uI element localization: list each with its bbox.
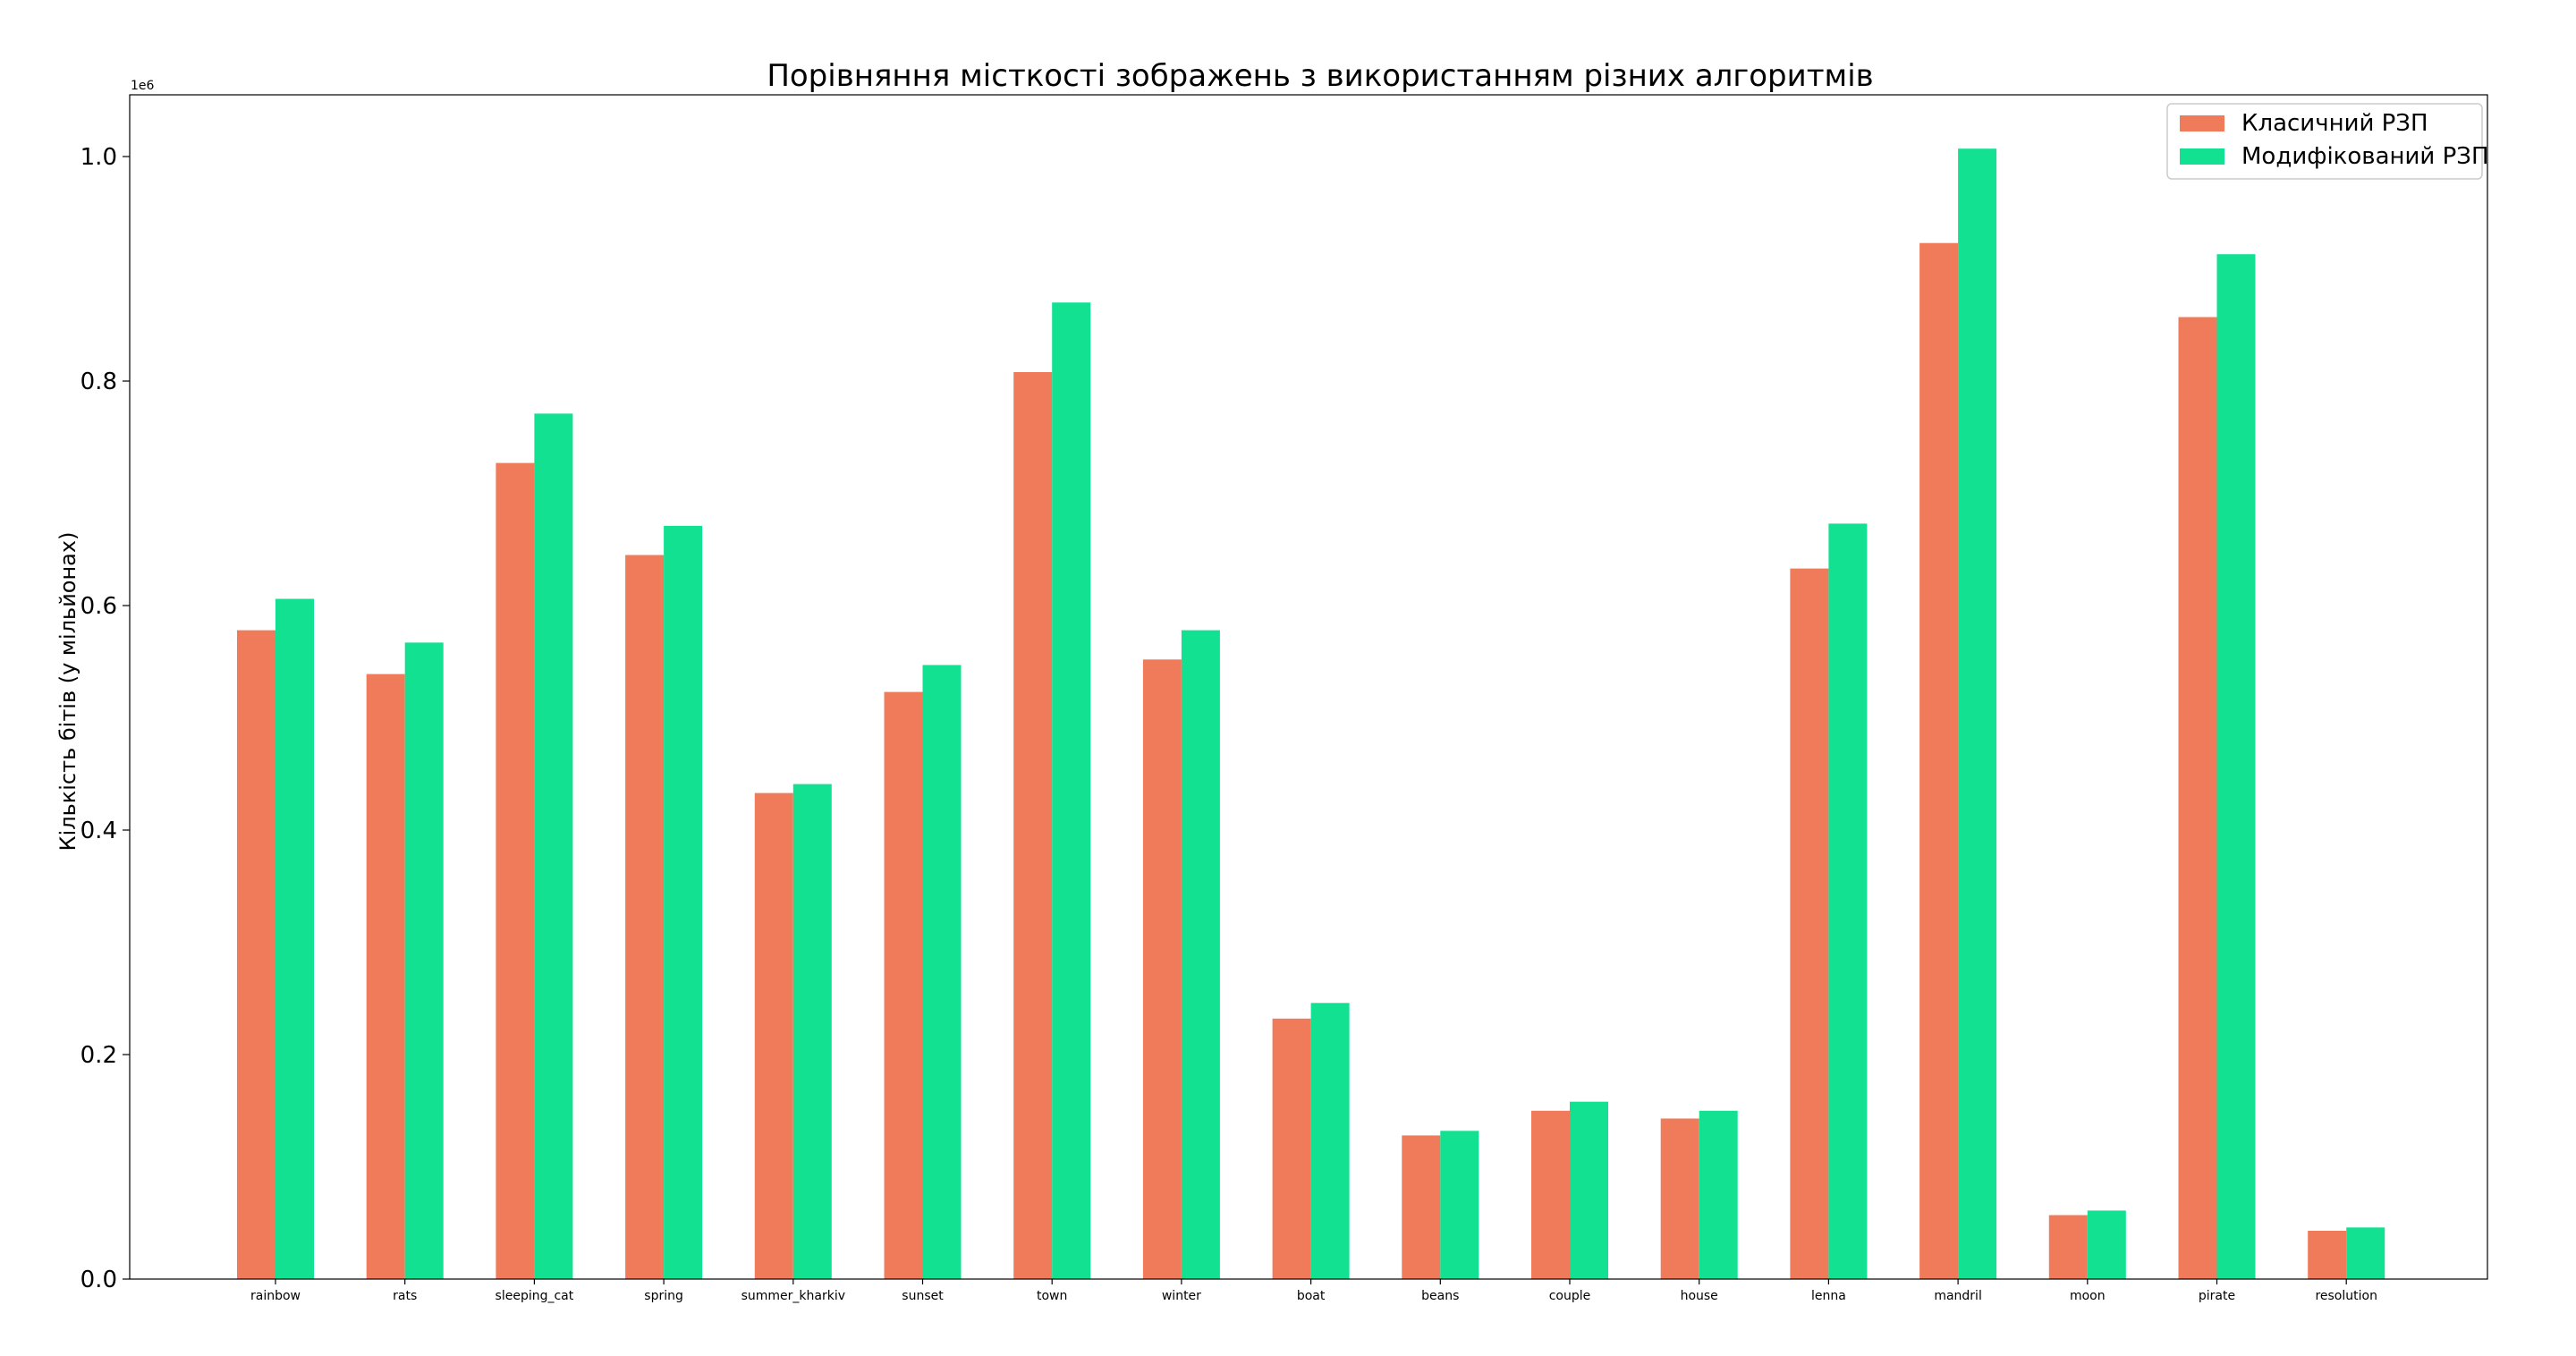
x-tick-label: rainbow bbox=[250, 1289, 301, 1303]
bar-boat-series-1 bbox=[1272, 1018, 1311, 1279]
y-axis-offset-label: 1e6 bbox=[131, 79, 155, 93]
plot-frame bbox=[129, 94, 2488, 1280]
x-tick-label: rats bbox=[393, 1289, 417, 1303]
bar-mandril-series-2 bbox=[1958, 148, 1997, 1280]
bar-sleeping_cat-series-1 bbox=[496, 462, 535, 1279]
x-tick-label: moon bbox=[2070, 1289, 2106, 1303]
bar-rats-series-1 bbox=[366, 674, 405, 1279]
y-tick-label: 0.2 bbox=[80, 1042, 117, 1069]
bar-sunset-series-2 bbox=[922, 665, 962, 1279]
bar-moon-series-2 bbox=[2087, 1210, 2126, 1279]
bar-resolution-series-2 bbox=[2346, 1227, 2385, 1279]
x-tick-label: lenna bbox=[1811, 1289, 1846, 1303]
bar-house-series-2 bbox=[1699, 1110, 1738, 1279]
y-axis-label: Кількість бітів (у мільйонах) bbox=[55, 532, 80, 852]
y-tick-label: 1.0 bbox=[80, 144, 117, 171]
bar-spring-series-1 bbox=[625, 555, 665, 1279]
bar-rainbow-series-2 bbox=[275, 598, 314, 1279]
legend-swatch-series-1 bbox=[2180, 115, 2224, 131]
bars-group bbox=[237, 148, 2385, 1280]
bar-winter-series-2 bbox=[1181, 630, 1220, 1279]
x-tick-label: house bbox=[1681, 1289, 1718, 1303]
bar-summer_kharkiv-series-1 bbox=[754, 792, 793, 1279]
bar-house-series-1 bbox=[1660, 1118, 1699, 1279]
legend-swatch-series-2 bbox=[2180, 148, 2224, 165]
bar-couple-series-2 bbox=[1570, 1101, 1608, 1279]
x-tick-label: summer_kharkiv bbox=[741, 1289, 845, 1303]
bar-lenna-series-2 bbox=[1828, 523, 1868, 1279]
x-tick-label: boat bbox=[1297, 1289, 1326, 1303]
x-tick-label: beans bbox=[1421, 1289, 1459, 1303]
bar-pirate-series-1 bbox=[2178, 317, 2217, 1279]
bar-spring-series-2 bbox=[664, 525, 703, 1279]
bar-beans-series-1 bbox=[1402, 1135, 1441, 1279]
x-tick-label: pirate bbox=[2199, 1289, 2235, 1303]
bar-boat-series-2 bbox=[1310, 1003, 1350, 1279]
legend-box bbox=[2166, 103, 2483, 180]
x-tick-label: couple bbox=[1549, 1289, 1591, 1303]
y-tick-label: 0.6 bbox=[80, 593, 117, 620]
bar-mandril-series-1 bbox=[1919, 242, 1959, 1280]
x-tick-label: sleeping_cat bbox=[496, 1289, 574, 1303]
bar-lenna-series-1 bbox=[1790, 568, 1829, 1279]
y-tick-label: 0.8 bbox=[80, 369, 117, 395]
bar-pirate-series-2 bbox=[2216, 254, 2256, 1280]
bar-beans-series-2 bbox=[1440, 1131, 1479, 1279]
legend: Класичний РЗП Модифікований РЗП bbox=[2166, 103, 2489, 180]
bar-winter-series-1 bbox=[1142, 659, 1182, 1279]
x-tick-label: spring bbox=[644, 1289, 683, 1303]
bar-rats-series-2 bbox=[404, 642, 444, 1279]
bar-sunset-series-1 bbox=[884, 691, 923, 1279]
legend-label-series-2: Модифікований РЗП bbox=[2241, 143, 2489, 170]
bar-couple-series-1 bbox=[1531, 1110, 1570, 1279]
x-tick-label: mandril bbox=[1934, 1289, 1982, 1303]
bar-moon-series-1 bbox=[2048, 1215, 2088, 1279]
x-axis: rainbow rats sleeping_cat spring summer_khar… bbox=[250, 1279, 2377, 1303]
x-tick-label: winter bbox=[1162, 1289, 1201, 1303]
bar-resolution-series-1 bbox=[2308, 1231, 2347, 1279]
x-tick-label: town bbox=[1037, 1289, 1067, 1303]
bar-rainbow-series-1 bbox=[237, 630, 275, 1279]
y-axis: 0.0 0.2 0.4 0.6 0.8 1.0 bbox=[80, 144, 130, 1293]
bar-town-series-1 bbox=[1013, 372, 1053, 1279]
x-tick-label: sunset bbox=[902, 1289, 944, 1303]
chart-title: Порівняння місткості зображень з викорис… bbox=[767, 58, 1873, 94]
bar-town-series-2 bbox=[1052, 302, 1091, 1280]
bar-sleeping_cat-series-2 bbox=[534, 413, 573, 1279]
y-tick-label: 0.0 bbox=[80, 1267, 117, 1293]
bar-summer_kharkiv-series-2 bbox=[792, 784, 832, 1279]
y-tick-label: 0.4 bbox=[80, 818, 117, 844]
x-tick-label: resolution bbox=[2315, 1289, 2377, 1303]
legend-label-series-1: Класичний РЗП bbox=[2241, 110, 2428, 137]
